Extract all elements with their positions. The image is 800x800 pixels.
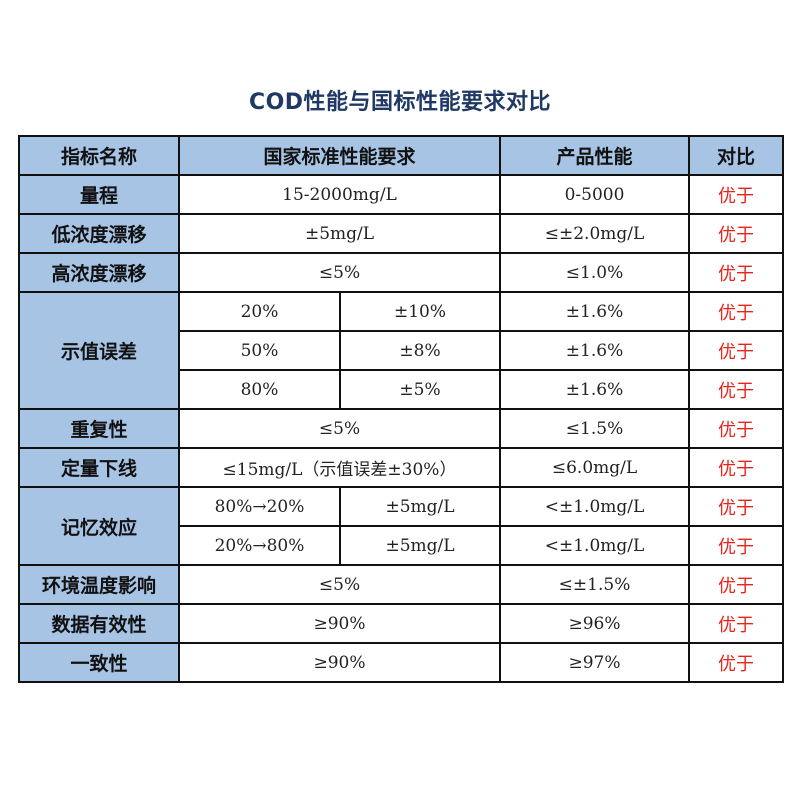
compare-result: 优于 xyxy=(688,447,785,488)
level-value: 20% xyxy=(178,291,341,332)
product-value: ≥97% xyxy=(499,642,691,683)
product-value: ±1.6% xyxy=(499,369,691,410)
level-value: 50% xyxy=(178,330,341,371)
row-label: 低浓度漂移 xyxy=(18,213,180,254)
page-title: COD性能与国标性能要求对比 xyxy=(248,90,552,115)
header-standard: 国家标准性能要求 xyxy=(177,135,502,176)
standard-value: ±5mg/L xyxy=(338,486,502,527)
standard-value: ±8% xyxy=(338,330,502,371)
row-label: 重复性 xyxy=(18,408,180,449)
header-name: 指标名称 xyxy=(18,135,180,176)
table-row: 数据有效性 ≥90% ≥96% 优于 xyxy=(18,603,785,644)
compare-result: 优于 xyxy=(688,330,785,371)
product-value: ≤1.0% xyxy=(499,252,691,293)
standard-value: ±5mg/L xyxy=(177,213,502,254)
compare-result: 优于 xyxy=(688,486,785,527)
level-value: 80% xyxy=(178,369,341,410)
row-label: 一致性 xyxy=(18,642,180,683)
row-label: 定量下线 xyxy=(18,447,180,488)
table-row: 低浓度漂移 ±5mg/L ≤±2.0mg/L 优于 xyxy=(18,213,785,254)
compare-result: 优于 xyxy=(688,408,785,449)
product-value: ≤±1.5% xyxy=(499,564,691,605)
table-row: 量程 15-2000mg/L 0-5000 优于 xyxy=(18,174,785,215)
compare-result: 优于 xyxy=(688,174,785,215)
compare-result: 优于 xyxy=(688,252,785,293)
row-label: 环境温度影响 xyxy=(18,564,180,605)
product-value: ≤6.0mg/L xyxy=(499,447,691,488)
table-row: 20%→80% ±5mg/L <±1.0mg/L 优于 xyxy=(19,525,785,566)
table-row: 记忆效应 80%→20% ±5mg/L <±1.0mg/L 优于 xyxy=(18,486,785,566)
comparison-table: 指标名称 国家标准性能要求 产品性能 对比 量程 15-2000mg/L 0-5… xyxy=(18,135,785,683)
compare-result: 优于 xyxy=(688,564,785,605)
table-row: 80% ±5% ±1.6% 优于 xyxy=(19,369,785,410)
standard-value: ≤5% xyxy=(177,252,502,293)
compare-result: 优于 xyxy=(688,291,785,332)
standard-value: ±5mg/L xyxy=(338,525,502,566)
header-product: 产品性能 xyxy=(499,135,691,176)
product-value: ≤±2.0mg/L xyxy=(499,213,691,254)
row-label: 数据有效性 xyxy=(18,603,180,644)
product-value: <±1.0mg/L xyxy=(499,525,691,566)
table-row: 50% ±8% ±1.6% 优于 xyxy=(19,330,785,371)
product-value: ≤1.5% xyxy=(499,408,691,449)
standard-value: ≥90% xyxy=(177,642,502,683)
level-value: 80%→20% xyxy=(178,486,341,527)
row-label: 记忆效应 xyxy=(18,486,180,566)
row-label: 量程 xyxy=(18,174,180,215)
table-row: 环境温度影响 ≤5% ≤±1.5% 优于 xyxy=(18,564,785,605)
compare-result: 优于 xyxy=(688,369,785,410)
standard-value: ≥90% xyxy=(177,603,502,644)
row-label: 高浓度漂移 xyxy=(18,252,180,293)
level-value: 20%→80% xyxy=(178,525,341,566)
product-value: ≥96% xyxy=(499,603,691,644)
standard-value: ±5% xyxy=(338,369,502,410)
compare-result: 优于 xyxy=(688,525,785,566)
standard-value: ≤5% xyxy=(177,564,502,605)
compare-result: 优于 xyxy=(688,603,785,644)
standard-value: ±10% xyxy=(338,291,502,332)
standard-value: 15-2000mg/L xyxy=(177,174,502,215)
table-row: 一致性 ≥90% ≥97% 优于 xyxy=(18,642,785,683)
header-compare: 对比 xyxy=(688,135,785,176)
table-row: 定量下线 ≤15mg/L（示值误差±30%） ≤6.0mg/L 优于 xyxy=(18,447,785,488)
header-row: 指标名称 国家标准性能要求 产品性能 对比 xyxy=(18,135,785,176)
table-row: 重复性 ≤5% ≤1.5% 优于 xyxy=(18,408,785,449)
product-value: <±1.0mg/L xyxy=(499,486,691,527)
product-value: ±1.6% xyxy=(499,330,691,371)
standard-value: ≤5% xyxy=(177,408,502,449)
table-row: 示值误差 20% ±10% ±1.6% 优于 xyxy=(18,291,785,410)
product-value: ±1.6% xyxy=(499,291,691,332)
compare-result: 优于 xyxy=(688,642,785,683)
compare-result: 优于 xyxy=(688,213,785,254)
table-row: 高浓度漂移 ≤5% ≤1.0% 优于 xyxy=(18,252,785,293)
product-value: 0-5000 xyxy=(499,174,691,215)
standard-value: ≤15mg/L（示值误差±30%） xyxy=(177,447,502,488)
row-label: 示值误差 xyxy=(18,291,180,410)
